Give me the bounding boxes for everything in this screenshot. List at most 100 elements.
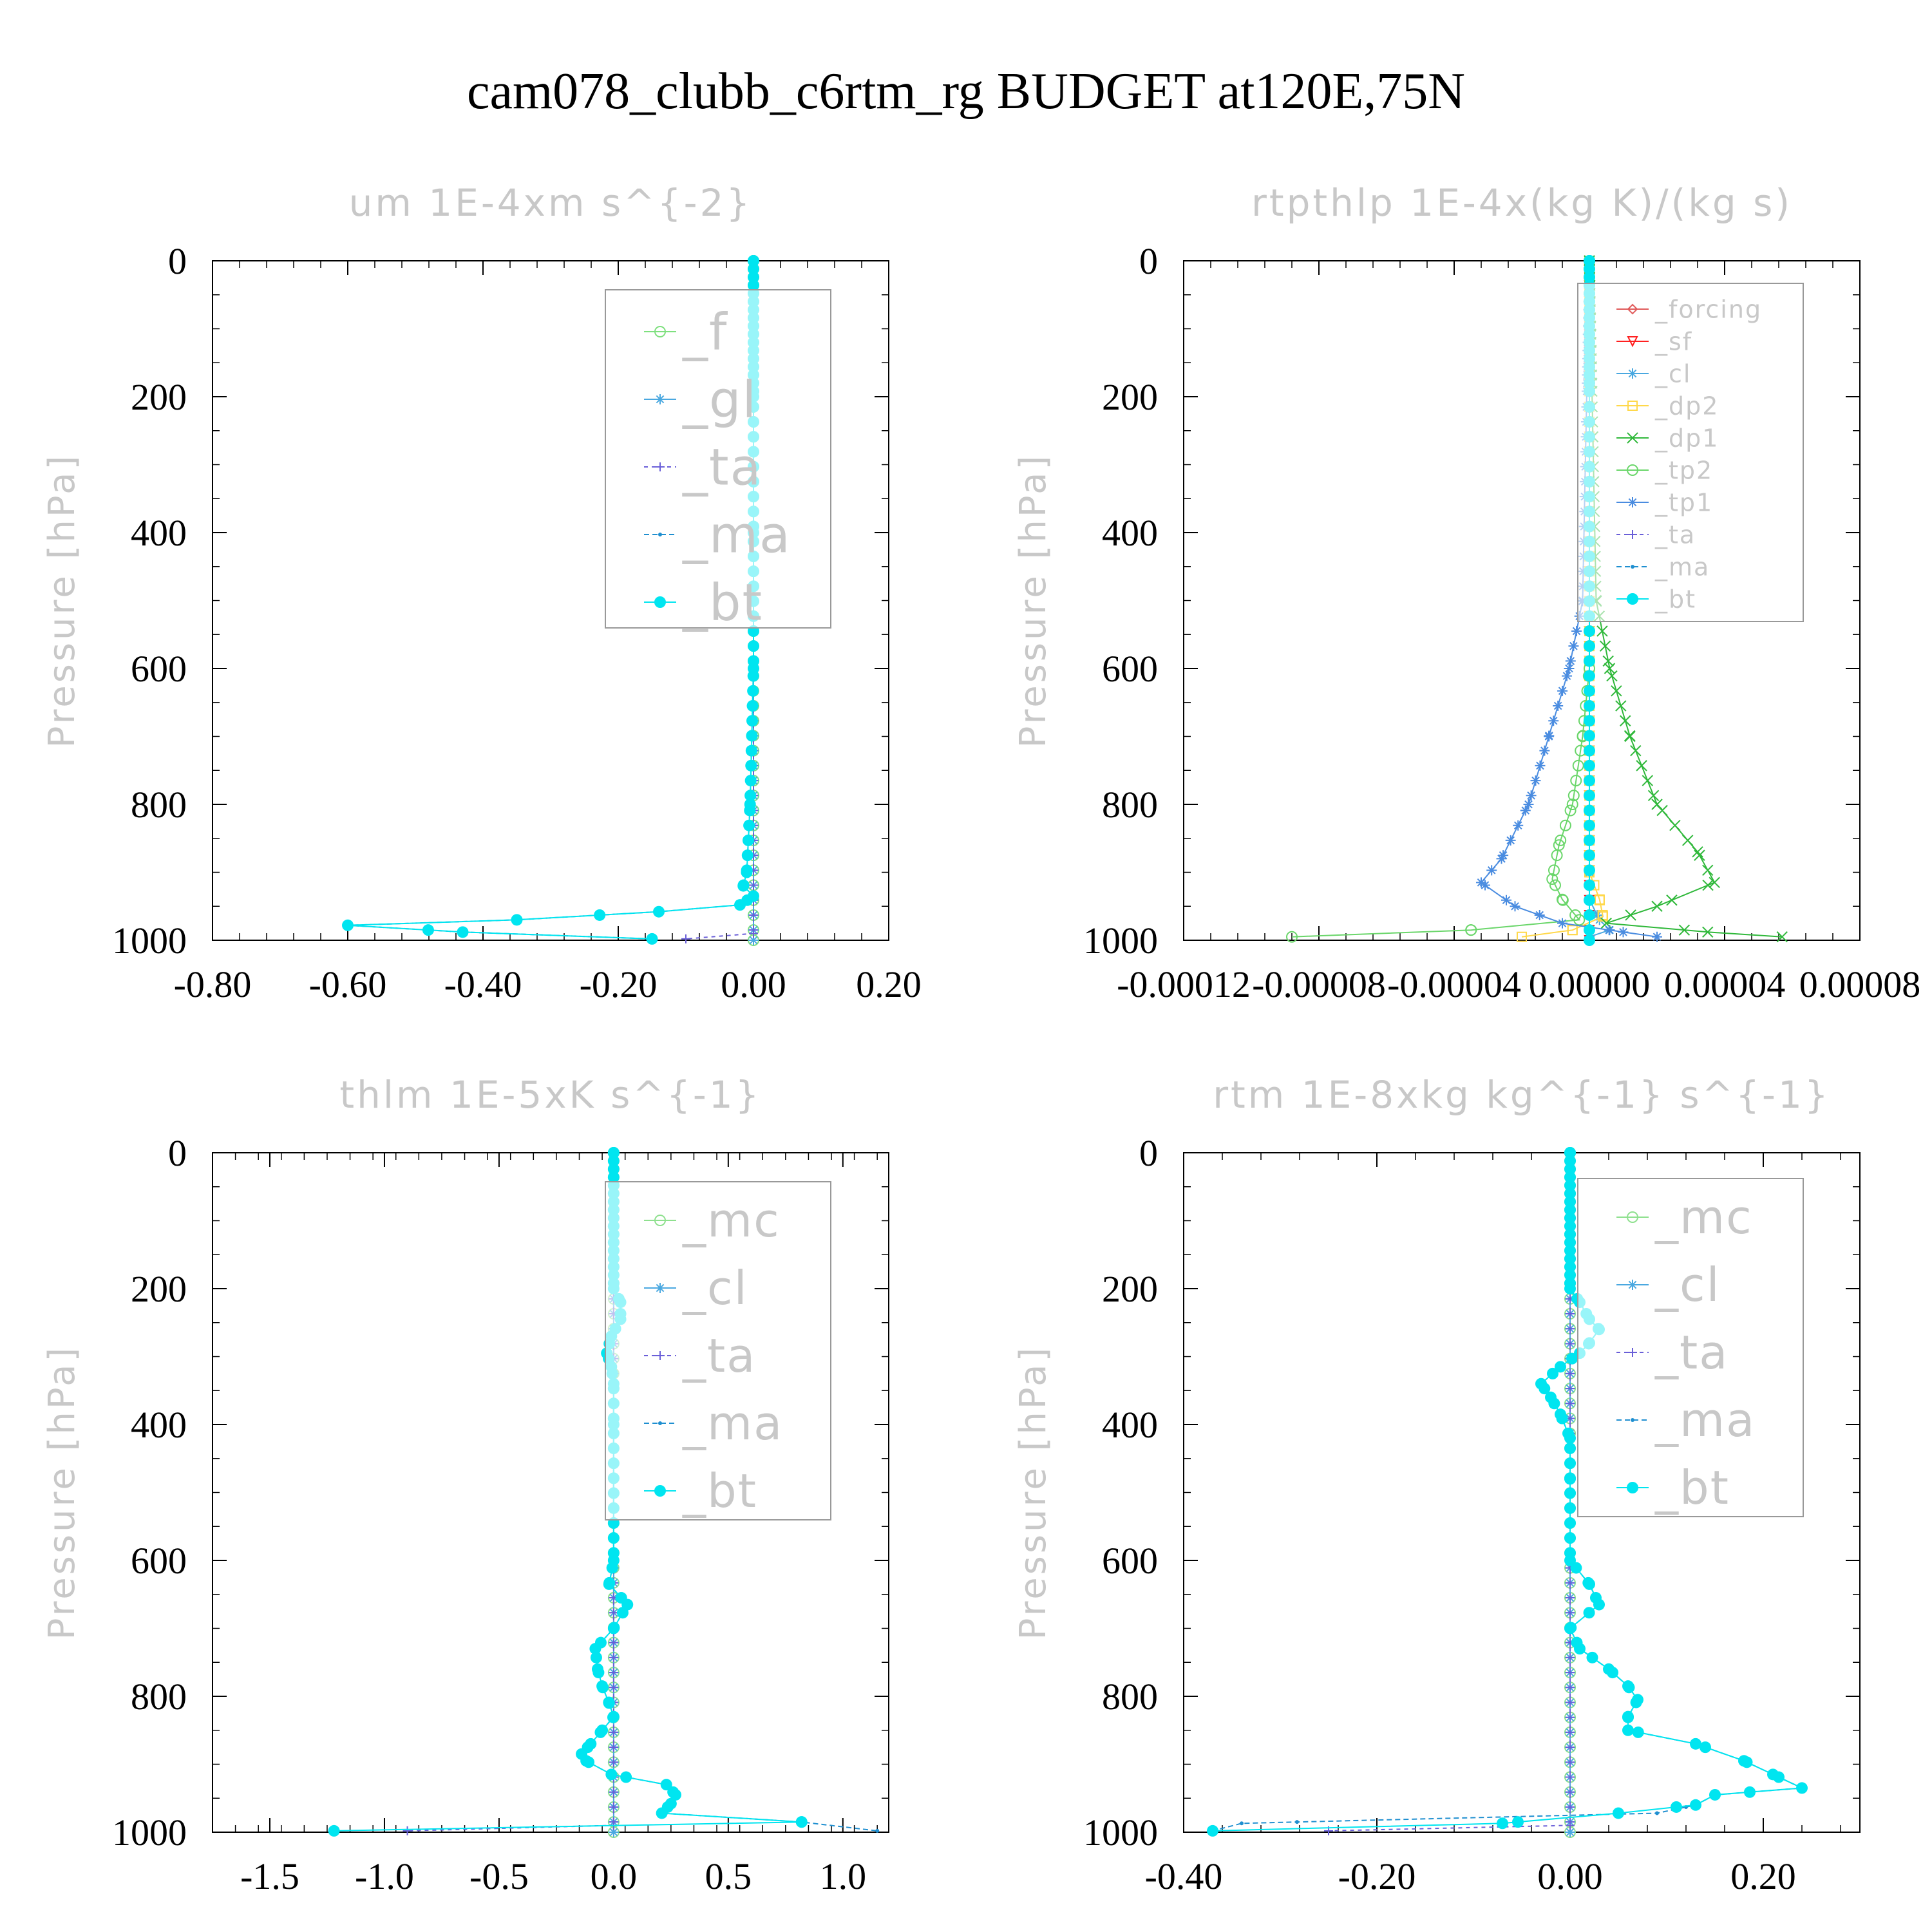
legend-swatch-marker: [1627, 464, 1638, 476]
x-tick-label: 0.5: [705, 1855, 752, 1897]
x-tick-label: -0.40: [444, 963, 522, 1005]
marker_dp1: [1702, 879, 1714, 891]
marker_bt: [1564, 1442, 1576, 1454]
y-tick-label: 800: [131, 784, 187, 826]
marker_bt: [669, 1788, 681, 1801]
legend-box: [1577, 283, 1804, 622]
marker_ta: [1566, 1821, 1575, 1830]
marker_tp2: [1557, 893, 1568, 905]
marker_tp1: [1652, 931, 1662, 942]
marker_bt: [607, 1622, 620, 1634]
legend-label: _f: [682, 303, 728, 361]
marker_bt: [1767, 1768, 1779, 1781]
panel-title: rtpthlp 1E-4x(kg K)/(kg s): [1251, 181, 1792, 225]
marker_ta: [609, 1683, 618, 1692]
marker_bt: [621, 1598, 634, 1611]
y-tick-label: 0: [1139, 1132, 1158, 1174]
panel-2: rtpthlp 1E-4x(kg K)/(kg s) Pressure [hPa]…: [1012, 181, 1920, 1005]
x-tick-label: -0.00004: [1387, 963, 1521, 1005]
legend-item: _dp2: [1616, 392, 1719, 420]
marker_bt: [1709, 1788, 1721, 1801]
marker_bt: [1564, 1188, 1576, 1200]
x-tick-label: 0.00008: [1799, 963, 1921, 1005]
legend-swatch-marker: [656, 1351, 665, 1360]
marker_bt: [748, 271, 759, 283]
y-axis-label: Pressure [hPa]: [41, 453, 83, 748]
x-tick-label: -0.60: [309, 963, 387, 1005]
y-tick-label: 1000: [1083, 1812, 1158, 1853]
marker_ta: [1566, 1608, 1575, 1618]
marker_tp1: [1548, 715, 1559, 726]
marker_tp1: [1565, 656, 1576, 667]
y-tick-label: 1000: [112, 1812, 187, 1853]
marker_bt: [1738, 1755, 1750, 1767]
legend-swatch-marker: [1627, 303, 1638, 315]
marker_ta: [1566, 1772, 1575, 1782]
marker_bt: [1584, 263, 1595, 275]
marker_dp1: [1709, 876, 1720, 889]
legend-label: _dp2: [1654, 392, 1719, 420]
marker_bt: [603, 1697, 615, 1709]
marker_dp1: [1694, 849, 1705, 861]
legend-item: _forcing: [1616, 295, 1761, 323]
marker_ta: [749, 929, 758, 938]
marker_bt: [1564, 1555, 1576, 1566]
marker_dp1: [1666, 895, 1678, 906]
marker_bt: [1564, 1432, 1576, 1444]
marker_bt: [1564, 1532, 1576, 1544]
marker_ta: [749, 880, 758, 890]
marker_tp1: [1513, 820, 1524, 831]
marker_bt: [1512, 1816, 1524, 1828]
marker_bt: [607, 1171, 620, 1183]
marker_dp1: [1702, 864, 1714, 876]
legend-label: _dp1: [1654, 424, 1719, 452]
marker_bt: [1584, 1578, 1595, 1590]
marker_ta: [609, 1653, 618, 1662]
marker_bt: [607, 1155, 620, 1167]
legend-label: _cl: [1654, 1258, 1721, 1312]
marker_bt: [1497, 1817, 1508, 1830]
marker_tp1: [1510, 901, 1520, 912]
marker_tp1: [1498, 850, 1509, 861]
legend-swatch-marker: [658, 1421, 662, 1425]
panel-title: um 1E-4xm s^{-2}: [349, 181, 753, 225]
marker_bt: [1584, 625, 1595, 637]
legend-item: _tp2: [1616, 456, 1712, 484]
marker_dp2: [1567, 925, 1578, 936]
marker_tp1: [1557, 685, 1568, 696]
marker_bt: [1796, 1782, 1808, 1794]
marker_ma: [1240, 1821, 1244, 1826]
marker_dp1: [1669, 819, 1681, 831]
marker_ta: [1566, 1787, 1575, 1797]
marker_tp2: [1572, 759, 1584, 772]
legend-swatch-marker: [1627, 401, 1638, 411]
marker_dp1: [1599, 640, 1611, 652]
marker_bt: [1564, 1473, 1576, 1485]
legend-label: _bt: [1654, 585, 1696, 613]
marker_bt: [1584, 730, 1595, 742]
legend-label: _ma: [1654, 1393, 1756, 1447]
marker_bt: [748, 640, 759, 652]
y-tick-label: 200: [131, 376, 187, 418]
marker_bt: [744, 775, 757, 787]
marker_tp1: [1564, 663, 1575, 674]
marker_bt: [1564, 1261, 1576, 1273]
marker_bt: [1632, 1726, 1644, 1738]
y-tick-label: 0: [168, 1132, 187, 1174]
marker_bt: [596, 1724, 609, 1736]
marker_bt: [1584, 759, 1595, 772]
series_ta: [1324, 1148, 1575, 1835]
marker_bt: [1564, 1457, 1576, 1470]
marker_dp1: [1615, 700, 1627, 712]
marker_tp1: [1571, 625, 1582, 636]
marker_bt: [741, 866, 753, 878]
marker_bt: [653, 905, 665, 918]
legend-item: _cl: [644, 1261, 747, 1315]
marker_bt: [737, 880, 750, 892]
marker_tp1: [1553, 701, 1564, 712]
marker_tp1: [1534, 909, 1545, 920]
series_bt: [1207, 1147, 1808, 1837]
marker_tp1: [1501, 895, 1511, 905]
legend: _mc _cl _ta _ma _bt: [605, 1181, 831, 1520]
marker_bt: [1584, 715, 1595, 727]
